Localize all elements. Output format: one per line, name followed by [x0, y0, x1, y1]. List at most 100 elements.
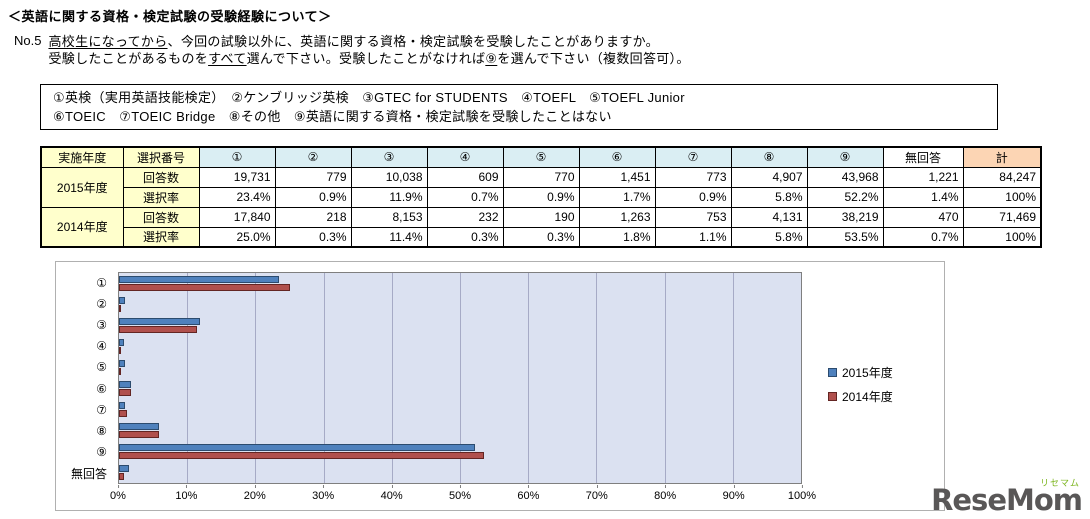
- legend-swatch: [828, 392, 837, 401]
- gridline: [732, 273, 734, 483]
- question-text: 受験したことがあるものを: [48, 51, 209, 66]
- value-cell: 8,153: [350, 206, 428, 228]
- category-label: ⑧: [96, 423, 107, 438]
- table-header-cell: 計: [962, 146, 1042, 168]
- gridline: [460, 273, 461, 483]
- table-row: 2014年度 回答数 17,840 218 8,153 232 190 1,263 753 4,1…: [40, 206, 1042, 248]
- bar-2014年度-⑨: [119, 451, 484, 460]
- gridline: [187, 273, 189, 483]
- legend-swatch: [828, 368, 837, 377]
- value-cell: 0.3%: [426, 226, 504, 248]
- chart-plot-area: [118, 272, 802, 484]
- table-header-cell: ③: [350, 146, 428, 168]
- value-cell: 71,469: [962, 206, 1042, 228]
- legend-label: 2015年度: [842, 366, 893, 380]
- bar-2015年度-②: [119, 296, 126, 305]
- gridline: [391, 273, 393, 483]
- value-cell: 10,038: [350, 166, 428, 188]
- category-label: ②: [96, 296, 107, 311]
- bar-2014年度-⑦: [119, 409, 127, 418]
- logo-ruby-text: リセマム: [1039, 478, 1080, 488]
- bar-2015年度-無回答: [119, 464, 129, 473]
- value-cell: 1,263: [578, 206, 656, 228]
- bar-2015年度-⑤: [119, 359, 126, 368]
- row-label-cell: 回答数: [122, 206, 200, 228]
- bar-2015年度-④: [119, 338, 124, 347]
- legend-label: 2014年度: [842, 390, 893, 404]
- category-label: ③: [96, 317, 107, 332]
- value-cell: 100%: [962, 226, 1042, 248]
- value-cell: 779: [274, 166, 352, 188]
- tick-mark: [665, 485, 667, 488]
- question-text-underlined: すべて: [208, 51, 247, 66]
- table-header-cell: ⑥: [578, 146, 656, 168]
- table-header-cell: ②: [274, 146, 352, 168]
- x-tick-label: 70%: [586, 485, 608, 502]
- x-tick-label: 60%: [517, 485, 539, 502]
- bar-2015年度-⑨: [119, 443, 475, 452]
- x-tick-label: 30%: [312, 485, 334, 502]
- question-line-2: 受験したことがあるものをすべて選んで下さい。受験したことがなければ⑨を選んで下さ…: [48, 50, 689, 67]
- value-cell: 1.7%: [578, 186, 656, 208]
- tick-mark: [118, 485, 119, 488]
- bar-group: [119, 378, 801, 399]
- bar-chart: ① ② ③ ④ ⑤ ⑥ ⑦ ⑧ ⑨ 無回答 0% 10% 20% 30% 40% 50% 60% 70% 80% 9…: [55, 261, 945, 511]
- table-header-row: 実施年度 選択番号 ① ② ③ ④ ⑤ ⑥ ⑦ ⑧ ⑨ 無回答計: [40, 146, 1042, 168]
- value-cell: 609: [426, 166, 504, 188]
- value-cell: 1.4%: [882, 186, 964, 208]
- bar-group: [119, 336, 801, 357]
- gridline: [664, 273, 666, 483]
- tick-mark: [596, 485, 598, 488]
- table-header-cell: 無回答: [882, 146, 964, 168]
- question-text-lines: 高校生になってから、今回の試験以外に、英語に関する資格・検定試験を受験したことが…: [48, 33, 689, 67]
- row-label-cell: 回答数: [122, 166, 200, 188]
- bar-group: [119, 357, 801, 378]
- bar-2014年度-⑤: [119, 367, 122, 376]
- tick-mark: [323, 485, 325, 488]
- bar-2014年度-④: [119, 346, 122, 355]
- bar-group: [119, 420, 801, 441]
- resemom-logo: ReseMom リセマム: [931, 477, 1083, 517]
- category-label: ④: [96, 339, 107, 354]
- tick-mark: [460, 485, 461, 488]
- value-cell: 218: [274, 206, 352, 228]
- chart-category-axis: ① ② ③ ④ ⑤ ⑥ ⑦ ⑧ ⑨ 無回答: [56, 272, 114, 484]
- bar-2015年度-⑦: [119, 401, 126, 410]
- bar-group: [119, 399, 801, 420]
- table-header-cell: ⑧: [730, 146, 808, 168]
- question-text: 選んで下さい。受験したことがなければ: [246, 51, 486, 66]
- table-row: 2015年度 回答数 19,731 779 10,038 609 770 1,451 773 4,…: [40, 166, 1042, 208]
- tick-mark: [801, 485, 803, 488]
- value-cell: 0.9%: [654, 186, 732, 208]
- x-tick-label: 100%: [788, 485, 816, 502]
- bar-group: [119, 441, 801, 462]
- legend-entry: 2014年度: [828, 388, 893, 405]
- value-cell: 4,131: [730, 206, 808, 228]
- question-line-1: 高校生になってから、今回の試験以外に、英語に関する資格・検定試験を受験したことが…: [48, 33, 689, 50]
- table-header-cell: ⑨: [806, 146, 884, 168]
- table-row: 選択率 25.0% 0.3% 11.4% 0.3% 0.3% 1.8% 1.1% 5.8% 53.…: [41, 226, 1042, 248]
- gridline: [323, 273, 325, 483]
- x-tick-label: 50%: [449, 485, 471, 502]
- value-cell: 52.2%: [806, 186, 884, 208]
- question-block: No.5 高校生になってから、今回の試験以外に、英語に関する資格・検定試験を受験…: [14, 33, 690, 67]
- gridline: [596, 273, 598, 483]
- bar-2015年度-③: [119, 317, 201, 326]
- options-line-1: ①英検（実用英語技能検定） ②ケンブリッジ英検 ③GTEC for STUDEN…: [53, 90, 685, 105]
- value-cell: 190: [502, 206, 580, 228]
- question-text-underlined: 高校生になってから: [48, 34, 168, 49]
- value-cell: 43,968: [806, 166, 884, 188]
- table-row: 選択率 23.4% 0.9% 11.9% 0.7% 0.9% 1.7% 0.9% 5.8% 52.…: [41, 186, 1042, 208]
- row-label-cell: 選択率: [122, 186, 200, 208]
- value-cell: 232: [426, 206, 504, 228]
- value-cell: 5.8%: [730, 186, 808, 208]
- value-cell: 53.5%: [806, 226, 884, 248]
- bar-2014年度-⑧: [119, 430, 159, 439]
- value-cell: 0.7%: [426, 186, 504, 208]
- value-cell: 753: [654, 206, 732, 228]
- year-cell: 2015年度: [40, 166, 124, 208]
- tick-mark: [186, 485, 188, 488]
- x-tick-label: 20%: [244, 485, 266, 502]
- value-cell: 1,221: [882, 166, 964, 188]
- value-cell: 17,840: [198, 206, 276, 228]
